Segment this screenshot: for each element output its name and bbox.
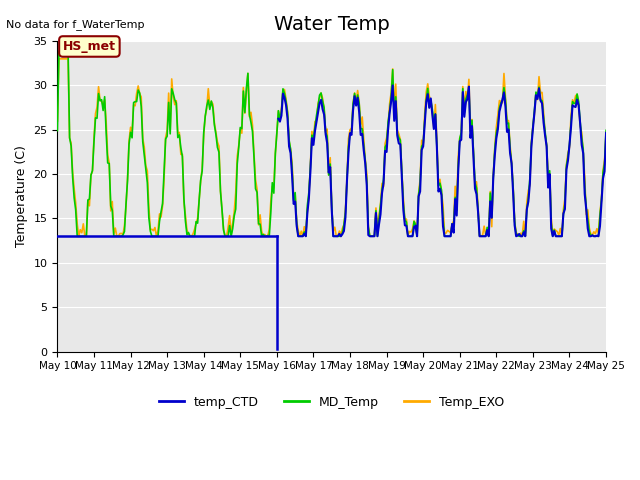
- Title: Water Temp: Water Temp: [274, 15, 390, 34]
- Y-axis label: Temperature (C): Temperature (C): [15, 145, 28, 247]
- Legend: temp_CTD, MD_Temp, Temp_EXO: temp_CTD, MD_Temp, Temp_EXO: [154, 391, 509, 414]
- Text: HS_met: HS_met: [63, 40, 116, 53]
- Text: No data for f_WaterTemp: No data for f_WaterTemp: [6, 19, 145, 30]
